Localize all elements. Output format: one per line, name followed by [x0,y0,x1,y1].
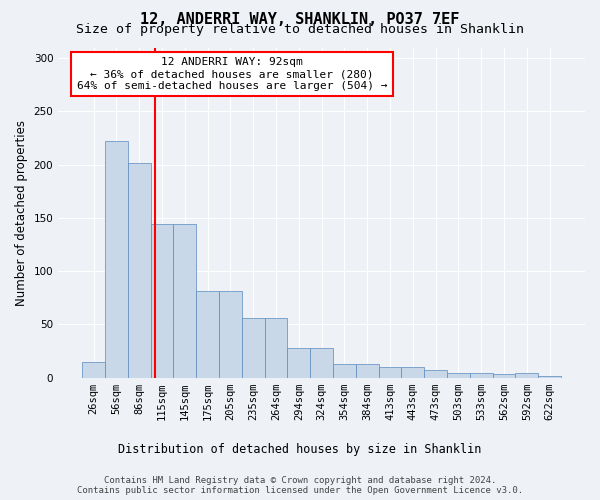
Text: Distribution of detached houses by size in Shanklin: Distribution of detached houses by size … [118,442,482,456]
Bar [447,374,470,378]
Bar [196,292,219,378]
Bar [242,318,265,378]
Bar [470,374,493,378]
Text: 12, ANDERRI WAY, SHANKLIN, PO37 7EF: 12, ANDERRI WAY, SHANKLIN, PO37 7EF [140,12,460,28]
Bar [379,367,401,378]
Bar [173,224,196,378]
Bar [401,367,424,378]
Bar [105,141,128,378]
Bar [356,364,379,378]
Y-axis label: Number of detached properties: Number of detached properties [15,120,28,306]
Text: Size of property relative to detached houses in Shanklin: Size of property relative to detached ho… [76,22,524,36]
Bar [310,348,333,378]
Bar [424,370,447,378]
Text: 12 ANDERRI WAY: 92sqm
← 36% of detached houses are smaller (280)
64% of semi-det: 12 ANDERRI WAY: 92sqm ← 36% of detached … [77,58,387,90]
Bar [128,162,151,378]
Bar [515,374,538,378]
Bar [493,374,515,378]
Bar [82,362,105,378]
Bar [333,364,356,378]
Text: Contains HM Land Registry data © Crown copyright and database right 2024.
Contai: Contains HM Land Registry data © Crown c… [77,476,523,495]
Bar [538,376,561,378]
Bar [287,348,310,378]
Bar [151,224,173,378]
Bar [219,292,242,378]
Bar [265,318,287,378]
